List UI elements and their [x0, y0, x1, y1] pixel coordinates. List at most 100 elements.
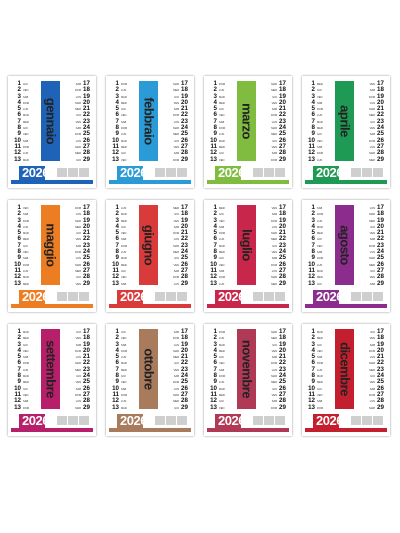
day-row: LUN 21 [76, 353, 93, 360]
day-column-left: 1 MER 2 GIO 3 VEN 4 SAB 5 DOM 6 LUN 7 MAR 8 MER 9 GIO 10 VE… [305, 80, 335, 163]
day-row: 8 MER [207, 248, 237, 256]
day-row: 1 DOM [207, 328, 237, 335]
day-number: 19 [377, 216, 384, 224]
mini-calendar-preview [253, 416, 285, 425]
weekday-name: DOM [317, 108, 324, 112]
day-number: 9 [115, 130, 119, 138]
mini-calendar-preview [253, 292, 285, 301]
day-number: 8 [213, 124, 217, 132]
weekday-name: DOM [23, 406, 30, 410]
day-number: 10 [112, 136, 119, 144]
day-number: 27 [181, 266, 188, 274]
day-number: 25 [83, 130, 90, 138]
day-row: 5 SAB [11, 353, 41, 360]
weekday-name: VEN [271, 145, 277, 149]
day-row: SAB 28 [272, 397, 289, 404]
day-number: 26 [377, 384, 384, 392]
day-row: DOM 29 [271, 404, 289, 411]
month-color-strip [207, 304, 289, 308]
day-number: 11 [14, 390, 21, 398]
month-name: novembre [239, 339, 254, 399]
day-row: DOM 21 [173, 229, 191, 236]
day-number: 10 [14, 260, 21, 268]
day-row: 7 LUN [305, 366, 335, 373]
day-row: MAR 28 [369, 149, 387, 156]
weekday-name: MAR [23, 276, 29, 280]
day-column-right: GIO 17 VEN 18 SAB 19 DOM 20 LUN 21 MAR 22 MER 23 GIO 24… [357, 328, 387, 411]
day-row: MER 17 [173, 204, 191, 211]
day-row: 7 DOM [109, 242, 139, 249]
weekday-name: MER [369, 263, 375, 267]
weekday-name: MAR [121, 213, 127, 217]
weekday-name: LUN [173, 238, 179, 242]
day-row: 11 VEN [11, 390, 41, 398]
day-row: 10 SAB [11, 137, 41, 144]
day-row: DOM 26 [271, 261, 289, 268]
day-row: MER 22 [369, 112, 387, 119]
day-row: 10 MER [109, 261, 139, 268]
weekday-name: SAB [219, 269, 225, 273]
day-row: MER 25 [271, 131, 289, 138]
day-row: VEN 28 [370, 273, 387, 280]
day-row: 1 LUN [109, 204, 139, 211]
day-row: MER 18 [271, 86, 289, 93]
day-row: 6 LUN [207, 236, 237, 243]
day-row: MAR 22 [75, 360, 93, 367]
weekday-name: VEN [23, 133, 29, 137]
day-row: MAR 22 [369, 360, 387, 367]
day-number: 5 [213, 229, 217, 237]
day-number: 27 [83, 142, 90, 150]
day-row: DOM 27 [369, 391, 387, 398]
day-number: 20 [181, 346, 188, 354]
weekday-name: VEN [23, 89, 29, 93]
card-footer: 2026 [11, 166, 93, 184]
day-row: 2 GIO [207, 210, 237, 217]
day-row: MAR 18 [369, 210, 387, 217]
day-number: 11 [308, 142, 315, 150]
day-row: 6 VEN [207, 112, 237, 119]
day-row: VEN 23 [174, 366, 191, 373]
day-number: 8 [213, 248, 217, 256]
day-row: 7 SAB [207, 118, 237, 125]
year-badge [117, 166, 143, 180]
day-row: SAB 22 [369, 236, 387, 243]
weekday-name: SAB [369, 238, 375, 242]
weekday-name: SAB [317, 145, 323, 149]
day-row: MER 18 [271, 334, 289, 341]
weekday-name: LUN [121, 251, 127, 255]
day-row: 1 SAB [305, 204, 335, 211]
day-number: 17 [377, 328, 384, 335]
day-row: MER 29 [369, 156, 387, 163]
day-row: VEN 20 [174, 99, 191, 106]
day-row: 2 VEN [109, 334, 139, 341]
weekday-name: DOM [23, 263, 30, 267]
day-number: 24 [181, 124, 188, 132]
weekday-name: LUN [75, 257, 81, 261]
day-row: 11 DOM [109, 391, 139, 398]
day-number: 28 [181, 397, 188, 405]
day-row: VEN 18 [370, 334, 387, 341]
mini-calendar-preview [155, 168, 187, 177]
weekday-name: VEN [23, 207, 29, 210]
weekday-name: GIO [317, 89, 322, 93]
month-color-strip [11, 428, 93, 432]
day-row: MAR 25 [369, 255, 387, 262]
month-color-band [139, 81, 158, 161]
day-row: VEN 20 [272, 347, 289, 354]
day-row: GIO 24 [370, 372, 387, 379]
weekday-name: SAB [271, 257, 277, 261]
weekday-name: MAR [75, 263, 81, 267]
day-number: 22 [181, 359, 188, 367]
weekday-name: LUN [23, 152, 29, 156]
weekday-name: LUN [121, 400, 127, 404]
day-number: 8 [311, 124, 315, 132]
day-row: 3 MAR [207, 341, 237, 348]
day-number: 13 [210, 279, 217, 287]
day-number: 8 [311, 248, 315, 256]
day-column-left: 1 DOM 2 LUN 3 MAR 4 MER 5 GIO 6 VEN 7 SAB 8 DOM 9 LUN 10 MA… [207, 328, 237, 411]
day-row: VEN 17 [272, 204, 289, 211]
day-row: 4 DOM [109, 347, 139, 354]
weekday-name: LUN [369, 251, 375, 255]
day-column-left: 1 DOM 2 LUN 3 MAR 4 MER 5 GIO 6 VEN 7 SAB 8 DOM 9 LUN 10 MA… [109, 80, 139, 163]
weekday-name: GIO [23, 244, 28, 248]
